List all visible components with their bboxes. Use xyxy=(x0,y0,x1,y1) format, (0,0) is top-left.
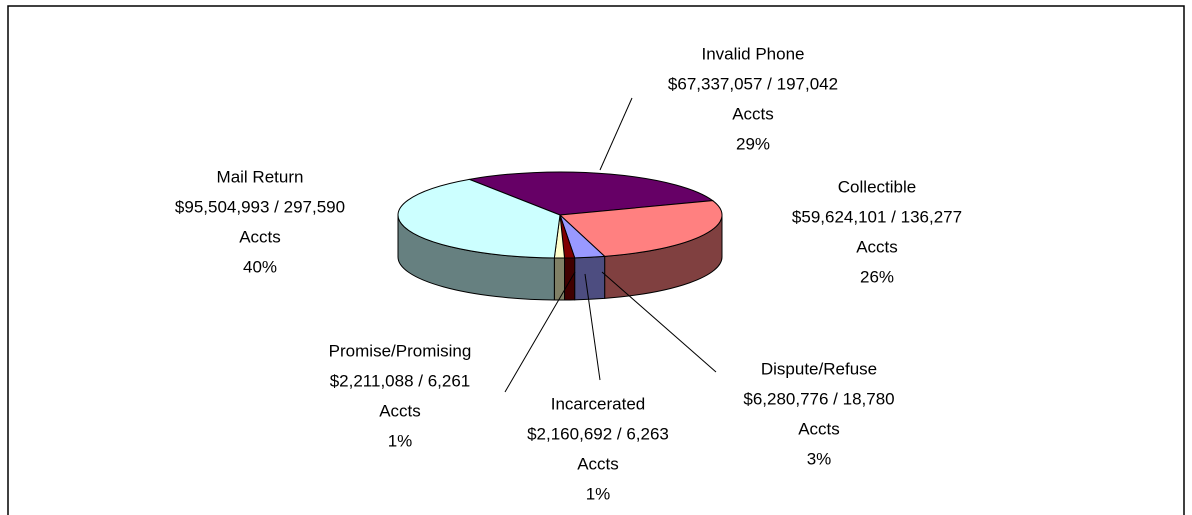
slice-unit: Accts xyxy=(239,227,281,246)
slice-label: Incarcerated xyxy=(551,394,646,413)
slice-unit: Accts xyxy=(732,104,774,123)
slice-detail: $59,624,101 / 136,277 xyxy=(792,207,962,226)
slice-label: Dispute/Refuse xyxy=(761,359,877,378)
slice-detail: $95,504,993 / 297,590 xyxy=(175,197,345,216)
slice-detail: $2,211,088 / 6,261 xyxy=(330,371,471,390)
slice-unit: Accts xyxy=(856,237,898,256)
slice xyxy=(558,200,723,257)
slice-side xyxy=(564,257,576,301)
slice-detail: $2,160,692 / 6,263 xyxy=(527,424,669,443)
slice-unit: Accts xyxy=(577,454,619,473)
slice-label: Mail Return xyxy=(217,167,304,186)
slice-detail: $67,337,057 / 197,042 xyxy=(668,74,838,93)
slice xyxy=(397,178,561,259)
slice xyxy=(467,171,714,216)
leader-line xyxy=(584,273,601,381)
leader-line xyxy=(504,271,576,393)
slice-label: Collectible xyxy=(838,177,916,196)
slice-label: Promise/Promising xyxy=(329,341,472,360)
slice-percent: 26% xyxy=(860,267,894,286)
slice-percent: 1% xyxy=(388,431,413,450)
slice-side xyxy=(553,257,566,301)
slice-unit: Accts xyxy=(798,419,840,438)
leader-line xyxy=(601,271,717,373)
slice-side xyxy=(574,255,606,301)
slice-label: Invalid Phone xyxy=(701,44,804,63)
slice-percent: 1% xyxy=(586,484,611,503)
slice-percent: 29% xyxy=(736,134,770,153)
slice-percent: 3% xyxy=(807,449,832,468)
slice-unit: Accts xyxy=(379,401,421,420)
leader-line xyxy=(599,97,633,171)
chart-frame xyxy=(7,5,1185,515)
slice-detail: $6,280,776 / 18,780 xyxy=(743,389,894,408)
slice-percent: 40% xyxy=(243,257,277,276)
